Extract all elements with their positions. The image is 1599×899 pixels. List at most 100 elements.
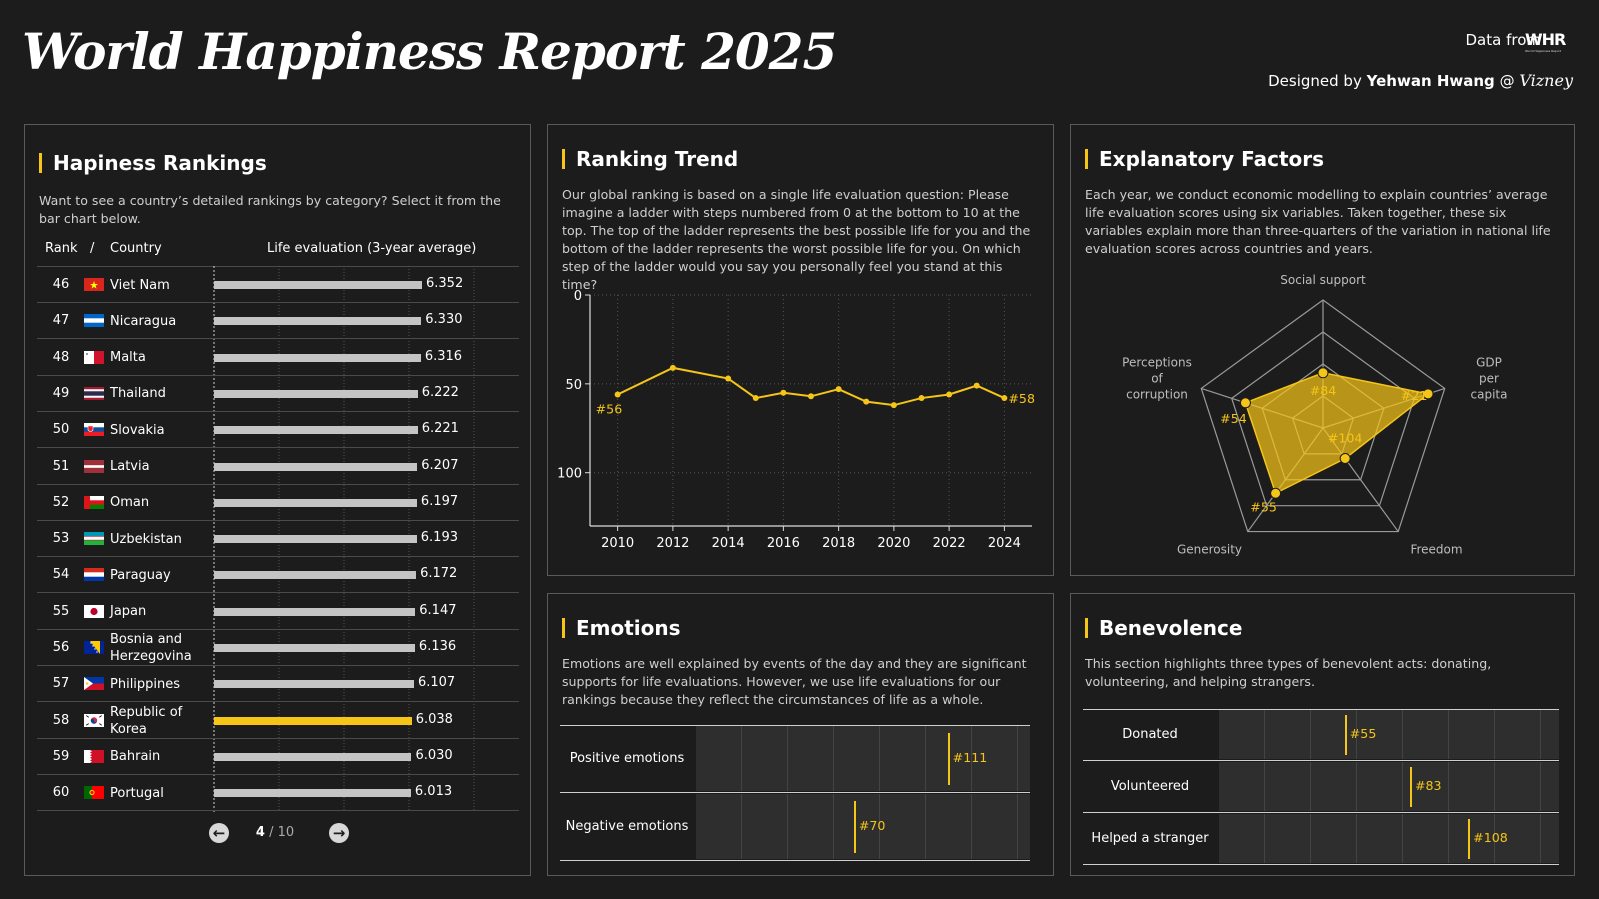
rank-number: 57 <box>52 676 70 692</box>
table-row[interactable]: 58 Republic of Korea 6.038 <box>37 702 519 739</box>
trend-description: Our global ranking is based on a single … <box>562 187 1031 292</box>
flag-uzbekistan-icon <box>84 532 104 546</box>
rank-marker[interactable] <box>947 733 950 785</box>
value-label: 6.316 <box>424 348 463 364</box>
radar-axis-label: per <box>1479 371 1499 385</box>
data-source-label: Data from <box>1466 31 1542 49</box>
radar-ring <box>1200 299 1446 533</box>
table-row[interactable]: 47 Nicaragua 6.330 <box>37 302 519 340</box>
value-bar[interactable] <box>214 317 422 326</box>
country-name: Philippines <box>110 676 181 692</box>
page-title: World Happiness Report 2025 <box>22 22 837 81</box>
trend-point <box>835 386 842 393</box>
trend-point <box>808 393 814 400</box>
rank-marker-label: #55 <box>1349 726 1377 741</box>
value-bar[interactable] <box>214 680 414 689</box>
country-name: Republic of Korea <box>110 704 183 737</box>
rankings-panel: Hapiness Rankings Want to see a country’… <box>24 124 531 876</box>
strip-row-label: Positive emotions <box>569 751 685 766</box>
rank-marker[interactable] <box>1409 767 1412 807</box>
table-row[interactable]: 51 Latvia 6.207 <box>37 448 519 485</box>
rank-marker-label: #70 <box>858 818 886 833</box>
strip-row-label: Helped a stranger <box>1091 831 1209 846</box>
designer-name[interactable]: Yehwan Hwang <box>1366 72 1495 90</box>
radar-point <box>1339 452 1351 464</box>
trend-y-tick-label: 50 <box>565 378 582 393</box>
total-pages: / 10 <box>269 825 295 840</box>
radar-axis-label: corruption <box>1126 387 1188 401</box>
rankings-title: Hapiness Rankings <box>39 153 267 173</box>
radar-area <box>1244 371 1430 495</box>
value-bar[interactable] <box>214 716 412 725</box>
flag-portugal-icon <box>84 786 104 800</box>
rank-marker[interactable] <box>1468 819 1471 859</box>
value-label: 6.197 <box>420 493 459 509</box>
trend-x-tick-label: 2020 <box>877 536 910 551</box>
trend-x-tick-label: 2014 <box>712 536 745 551</box>
whr-logo[interactable]: WHR World Happiness Report <box>1525 30 1573 54</box>
table-row[interactable]: 59 Bahrain 6.030 <box>37 738 519 775</box>
radar-point-label: #55 <box>1250 499 1277 514</box>
radar-axis-label: GDP <box>1476 355 1502 369</box>
next-page-button[interactable]: → <box>329 823 349 843</box>
table-row[interactable]: 54 Paraguay 6.172 <box>37 556 519 594</box>
value-bar[interactable] <box>214 535 417 544</box>
trend-point <box>752 395 759 402</box>
emotions-title: Emotions <box>562 618 681 638</box>
value-bar[interactable] <box>214 752 412 761</box>
radar-point <box>1239 397 1251 409</box>
table-row[interactable]: 55 Japan 6.147 <box>37 593 519 630</box>
rank-marker-label: #108 <box>1473 830 1508 845</box>
radar-point <box>1270 487 1282 499</box>
value-bar[interactable] <box>214 571 417 580</box>
strip-row[interactable]: Helped a stranger #108 <box>1083 813 1559 865</box>
table-row[interactable]: 48 Malta 6.316 <box>37 339 519 376</box>
strip-row[interactable]: Negative emotions #70 <box>560 793 1030 861</box>
column-separator: / <box>90 241 95 256</box>
strip-top-rule <box>560 725 1030 726</box>
table-row[interactable]: 49 Thailand 6.222 <box>37 375 519 412</box>
data-from-text: Data from <box>1465 31 1542 49</box>
country-name: Nicaragua <box>110 313 177 329</box>
value-bar[interactable] <box>214 607 416 616</box>
trend-point <box>1001 395 1008 402</box>
rank-number: 54 <box>52 567 70 583</box>
trend-point <box>780 389 787 396</box>
value-bar[interactable] <box>214 389 418 398</box>
table-row[interactable]: 46 Viet Nam 6.352 <box>37 266 519 303</box>
designed-by-text: Designed by <box>1268 72 1362 90</box>
flag-nicaragua-icon <box>84 314 104 328</box>
table-row[interactable]: 60 Portugal 6.013 <box>37 774 519 812</box>
value-bar[interactable] <box>214 426 418 435</box>
value-bar[interactable] <box>214 462 418 471</box>
rank-marker[interactable] <box>1344 715 1347 755</box>
country-name: Thailand <box>110 386 166 402</box>
trend-x-tick-label: 2016 <box>767 536 800 551</box>
strip-track <box>1219 814 1559 863</box>
rank-marker[interactable] <box>853 801 856 853</box>
strip-row[interactable]: Donated #55 <box>1083 709 1559 761</box>
table-row[interactable]: 50 Slovakia 6.221 <box>37 411 519 449</box>
vizney-logo[interactable]: Vizney <box>1519 71 1573 90</box>
trend-point <box>973 382 980 389</box>
trend-point <box>863 398 870 405</box>
trend-chart: 0 50 100 2010 2012 2014 2016 2018 2020 2022 2024 #5… <box>557 289 1035 551</box>
table-row[interactable]: 53 Uzbekistan 6.193 <box>37 520 519 558</box>
value-bar[interactable] <box>214 281 422 289</box>
value-bar[interactable] <box>214 353 421 362</box>
value-bar[interactable] <box>214 644 415 652</box>
prev-page-button[interactable]: ← <box>209 823 229 843</box>
table-row[interactable]: 57 Philippines 6.107 <box>37 665 519 703</box>
country-name: Slovakia <box>110 422 165 438</box>
table-row[interactable]: 52 Oman 6.197 <box>37 484 519 521</box>
pagination: ← 4 / 10 → <box>25 822 530 846</box>
value-bar[interactable] <box>214 498 417 507</box>
strip-row[interactable]: Volunteered #83 <box>1083 761 1559 813</box>
trend-x-tick-label: 2024 <box>988 536 1021 551</box>
strip-row[interactable]: Positive emotions #111 <box>560 725 1030 793</box>
table-row[interactable]: 56 Bosnia and Herzegovina 6.136 <box>37 629 519 666</box>
value-label: 6.136 <box>418 639 457 654</box>
trend-x-tick-label: 2012 <box>656 536 689 551</box>
country-name: Viet Nam <box>110 277 170 293</box>
value-bar[interactable] <box>214 789 411 798</box>
